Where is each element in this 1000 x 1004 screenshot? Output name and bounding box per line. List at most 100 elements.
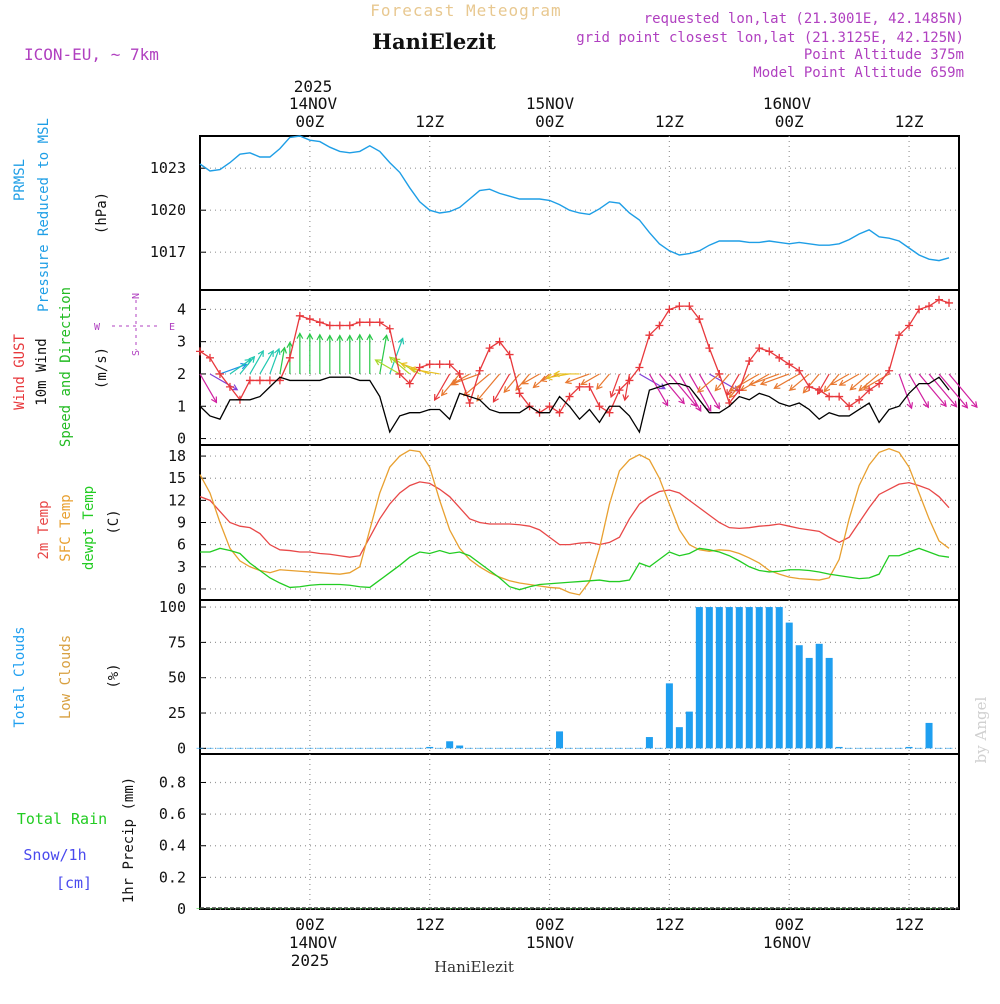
cloud-bar [216, 747, 224, 749]
wind-arrowhead [408, 366, 416, 373]
rain-bar [406, 908, 414, 909]
temp-unit: (C) [106, 509, 122, 534]
top-time-label: 12Z [415, 112, 444, 131]
gust-marker [455, 369, 464, 378]
gust-marker [745, 357, 754, 366]
bottom-date-2: 15NOV [526, 933, 575, 952]
wind-arrowhead [849, 383, 857, 391]
bottom-time-label: 00Z [295, 915, 324, 934]
wind-arrow [839, 373, 860, 386]
wind-arrowhead [829, 379, 837, 386]
gust-marker [705, 344, 714, 353]
gust-marker [715, 369, 724, 378]
top-time-label: 12Z [655, 112, 684, 131]
wind-arrow [709, 373, 739, 392]
gust-marker [915, 305, 924, 314]
rain-bar [885, 908, 893, 909]
cloud-bar [336, 747, 344, 749]
wind-arrowhead [515, 384, 522, 392]
wind-arrowhead [296, 332, 304, 339]
wind-arrow [596, 373, 610, 390]
pressure-title-1: PRMSL [12, 159, 28, 201]
gust-marker [245, 376, 254, 385]
gust-marker [196, 347, 204, 356]
wind-arrowhead [714, 384, 722, 392]
cloud-bar [386, 747, 394, 749]
top-time-label: 12Z [895, 112, 924, 131]
cloud-bar [625, 747, 633, 749]
wind-unit: (m/s) [94, 347, 110, 389]
gust-marker [845, 402, 854, 411]
wind-ytick-label: 2 [177, 365, 186, 383]
gust-marker [665, 305, 674, 314]
cloud-bar [406, 747, 414, 749]
wind-arrow [898, 373, 913, 409]
gust-marker [295, 311, 304, 320]
cloud-bar [745, 607, 753, 749]
gust-marker [765, 347, 774, 356]
wind-arrow [774, 373, 800, 389]
precip-frame [199, 753, 960, 910]
bottom-time-label: 12Z [415, 915, 444, 934]
gust-marker [895, 331, 904, 340]
gust-marker [395, 369, 404, 378]
wind-arrowhead [940, 400, 947, 408]
temp-title-1: 2m Temp [36, 500, 52, 559]
clouds-ytick-label: 50 [168, 669, 186, 687]
wind-arrowhead [950, 400, 958, 408]
gust-marker [595, 402, 604, 411]
cloud-bar [895, 747, 903, 749]
cloud-bar [715, 607, 723, 749]
wind-arrow [259, 350, 274, 375]
rain-bar [705, 908, 713, 909]
panel-pressure: 1017 1020 1023 [150, 135, 960, 291]
wind-arrow [928, 373, 957, 408]
wind-arrowhead [306, 332, 314, 340]
wind-arrowhead [580, 379, 588, 386]
top-time-label: 00Z [295, 112, 324, 131]
wind-arrow [648, 373, 669, 406]
temp-title-2: SFC Temp [58, 494, 74, 561]
cloud-bar [376, 747, 384, 749]
cloud-bar [695, 607, 703, 749]
cloud-bar [486, 747, 494, 749]
wind-arrow [726, 373, 740, 396]
wind-arrow [279, 347, 286, 375]
wind-speed-line [199, 376, 950, 434]
gust-marker [785, 360, 794, 369]
cloud-bar [196, 747, 204, 749]
cloud-bar [725, 607, 733, 749]
cloud-bar [795, 645, 803, 749]
gust-marker [615, 386, 624, 395]
wind-arrow [688, 373, 712, 412]
pressure-line [199, 135, 950, 262]
location-title: HaniElezit [372, 29, 496, 54]
temp-sfc-line [199, 447, 950, 596]
cloud-bar [595, 747, 603, 749]
wind-arrowhead [286, 341, 294, 349]
cloud-bar [905, 746, 913, 749]
pressure-unit: (hPa) [94, 192, 110, 234]
gust-marker [565, 392, 574, 401]
cloud-bar [935, 747, 943, 749]
pressure-title-2: Pressure Reduced to MSL [36, 118, 52, 312]
cloud-bar [456, 745, 464, 749]
rain-bar [226, 908, 234, 909]
gust-marker [795, 366, 804, 375]
gust-marker [435, 360, 444, 369]
gust-marker [755, 344, 764, 353]
wind-arrowhead [748, 379, 756, 387]
temperature-ytick-label: 0 [177, 580, 186, 598]
cloud-bar [206, 747, 214, 749]
cloud-bar [685, 711, 693, 749]
wind-arrowhead [397, 337, 405, 345]
wind-arrow [375, 359, 401, 375]
rain-bar [795, 908, 803, 909]
wind-arrowhead [433, 394, 441, 402]
compass-w: W [94, 322, 101, 333]
gust-marker [485, 344, 494, 353]
rain-bar [436, 908, 444, 909]
wind-arrow [409, 368, 440, 375]
top-date-3: 16NOV [763, 94, 812, 113]
compass-e: E [169, 322, 175, 333]
